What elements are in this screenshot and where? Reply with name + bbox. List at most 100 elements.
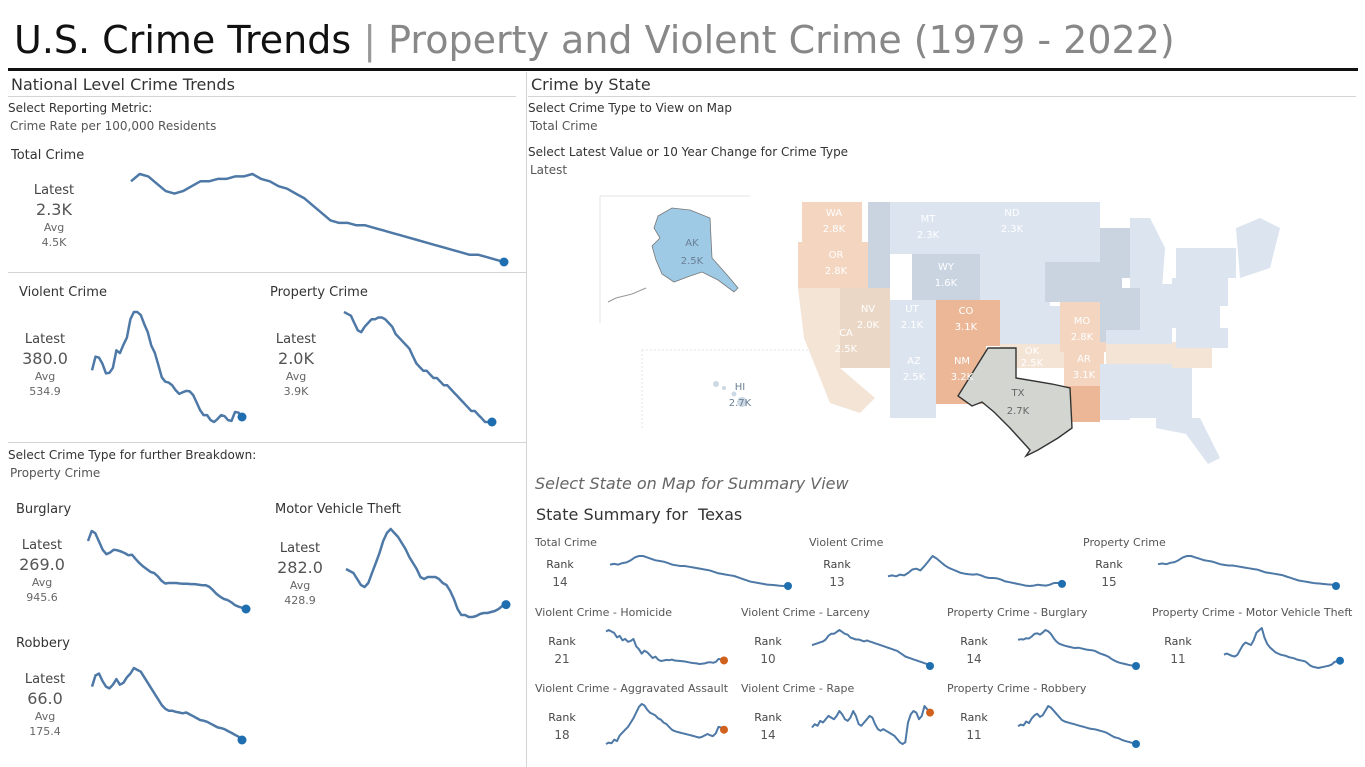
- latest-point[interactable]: [501, 600, 511, 610]
- summary-sparkline-homicide[interactable]: [600, 624, 730, 670]
- property-crime-sparkline[interactable]: [338, 306, 498, 428]
- state-in[interactable]: [1122, 288, 1140, 338]
- metric-select[interactable]: Crime Rate per 100,000 Residents: [10, 119, 217, 133]
- rank-label: Rank: [548, 635, 576, 648]
- total-crime-kpi: Latest 2.3K Avg 4.5K: [24, 183, 84, 249]
- latest-point[interactable]: [784, 582, 792, 590]
- violent-crime-sparkline[interactable]: [86, 306, 248, 428]
- latest-point[interactable]: [237, 735, 247, 745]
- state-az[interactable]: [890, 360, 936, 418]
- state-mt[interactable]: [890, 202, 980, 254]
- latest-point[interactable]: [926, 708, 934, 717]
- state-id[interactable]: [868, 202, 890, 292]
- state-nc[interactable]: [1176, 328, 1228, 348]
- title-separator: |: [363, 18, 377, 62]
- breakdown-select[interactable]: Property Crime: [10, 466, 101, 480]
- avg-value: 945.6: [26, 591, 58, 604]
- state-hi[interactable]: [722, 386, 726, 390]
- state-ky[interactable]: [1106, 330, 1172, 344]
- state-wy[interactable]: [912, 254, 980, 300]
- summary-title-violent-crime: Violent Crime: [809, 536, 884, 549]
- state-sd[interactable]: [980, 240, 1045, 272]
- state-ut[interactable]: [890, 300, 936, 360]
- state-hi[interactable]: [731, 391, 737, 397]
- latest-point[interactable]: [720, 656, 728, 665]
- summary-sparkline-total-crime[interactable]: [604, 550, 794, 592]
- avg-label: Avg: [43, 221, 65, 234]
- burglary-sparkline[interactable]: [82, 525, 252, 615]
- state-mo[interactable]: [1060, 302, 1106, 352]
- state-mi[interactable]: [1130, 218, 1165, 288]
- state-new-england[interactable]: [1236, 218, 1280, 278]
- metric-label: Select Reporting Metric:: [8, 101, 153, 115]
- latest-point[interactable]: [1132, 740, 1140, 748]
- state-hi[interactable]: [737, 397, 747, 407]
- state-tn[interactable]: [1106, 342, 1176, 364]
- state-sc[interactable]: [1172, 348, 1212, 368]
- state-ms[interactable]: [1100, 364, 1130, 420]
- state-co[interactable]: [936, 300, 1000, 346]
- latest-point[interactable]: [237, 412, 247, 422]
- state-tx[interactable]: [957, 347, 1073, 458]
- state-ak[interactable]: [651, 207, 739, 293]
- latest-point[interactable]: [720, 725, 728, 734]
- summary-sparkline-motor-vehicle-theft[interactable]: [1218, 622, 1346, 674]
- summary-sparkline-violent-crime[interactable]: [882, 550, 1068, 592]
- latest-point[interactable]: [1058, 579, 1066, 588]
- state-nd[interactable]: [980, 202, 1045, 240]
- state-mn[interactable]: [1045, 202, 1100, 262]
- map-type-select[interactable]: Total Crime: [530, 119, 598, 133]
- map-label-or-abbr: OR: [829, 250, 844, 261]
- robbery-sparkline[interactable]: [86, 662, 248, 746]
- state-ia[interactable]: [1045, 262, 1100, 302]
- summary-title-total-crime: Total Crime: [535, 536, 597, 549]
- latest-point[interactable]: [1336, 656, 1344, 665]
- rank-label: Rank: [1164, 635, 1192, 648]
- state-hi[interactable]: [713, 381, 719, 387]
- state-ny[interactable]: [1176, 248, 1236, 278]
- divider: [528, 96, 1356, 97]
- breakdown-label: Select Crime Type for further Breakdown:: [8, 448, 257, 462]
- rank-value: 21: [554, 652, 570, 666]
- latest-point[interactable]: [926, 662, 934, 670]
- motor-vehicle-theft-sparkline[interactable]: [340, 523, 512, 623]
- latest-label: Latest: [279, 541, 321, 556]
- latest-point[interactable]: [241, 604, 251, 614]
- state-pa[interactable]: [1172, 278, 1228, 306]
- total-crime-sparkline[interactable]: [125, 168, 510, 268]
- us-state-map[interactable]: AK 2.5K HI 2.7K TX 2.7K WA 2.8K OR 2.8K …: [590, 188, 1310, 468]
- state-ca[interactable]: [798, 288, 875, 413]
- series-line: [343, 310, 492, 424]
- map-label-mo-value: 2.8K: [1071, 332, 1094, 343]
- rank-label: Rank: [546, 558, 574, 571]
- state-il[interactable]: [1100, 278, 1122, 342]
- state-nv[interactable]: [840, 288, 890, 368]
- latest-label: Latest: [24, 672, 66, 687]
- latest-point[interactable]: [487, 417, 497, 427]
- state-ks[interactable]: [1000, 306, 1060, 344]
- summary-sparkline-burglary[interactable]: [1012, 624, 1142, 672]
- state-ga[interactable]: [1156, 364, 1192, 418]
- state-al[interactable]: [1130, 364, 1156, 418]
- title-rule: [8, 68, 1358, 71]
- state-ar[interactable]: [1064, 352, 1104, 386]
- summary-sparkline-larceny[interactable]: [806, 624, 936, 672]
- latest-point[interactable]: [499, 257, 509, 267]
- rank-label: Rank: [823, 558, 851, 571]
- summary-sparkline-property-crime[interactable]: [1152, 550, 1342, 592]
- state-wa[interactable]: [802, 202, 862, 242]
- state-oh[interactable]: [1140, 284, 1172, 330]
- state-or[interactable]: [798, 242, 868, 288]
- summary-title-larceny: Violent Crime - Larceny: [741, 606, 870, 619]
- latest-point[interactable]: [1332, 582, 1340, 590]
- summary-sparkline-aggravated-assault[interactable]: [600, 698, 730, 750]
- summary-sparkline-robbery[interactable]: [1012, 700, 1142, 750]
- column-divider: [526, 72, 527, 767]
- rank-value: 14: [552, 575, 568, 589]
- summary-sparkline-rape[interactable]: [806, 700, 936, 750]
- latest-label: Latest: [21, 538, 63, 553]
- state-va[interactable]: [1172, 304, 1220, 328]
- latest-point[interactable]: [1132, 662, 1140, 670]
- state-fl[interactable]: [1156, 418, 1220, 464]
- value-mode-select[interactable]: Latest: [530, 163, 568, 177]
